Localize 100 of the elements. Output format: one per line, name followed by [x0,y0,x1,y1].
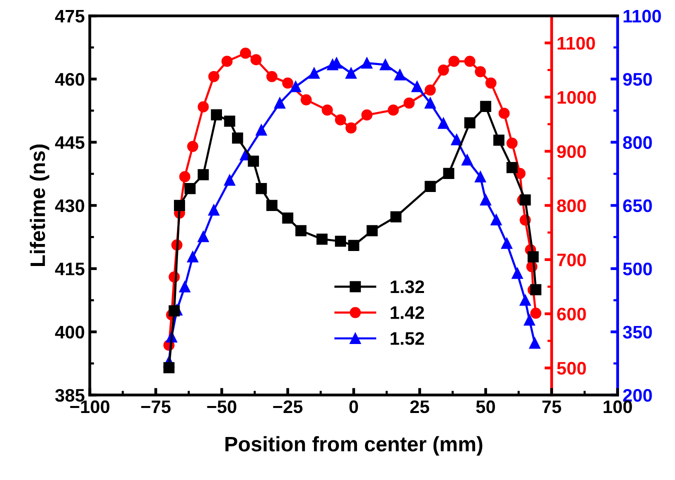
point [282,77,294,89]
point [380,59,391,70]
point [474,66,486,78]
point [187,140,198,152]
y3-tick-label: 350 [622,326,652,339]
point [501,238,512,249]
point [464,56,476,67]
y2-tick-label: 500 [557,362,586,375]
point [424,180,436,192]
point [250,54,262,66]
y3-tick-label: 1100 [624,10,661,23]
point [187,251,198,262]
point [221,56,233,67]
point [424,84,436,96]
x-tick-label: −75 [141,400,171,414]
point [208,204,220,216]
y-axis-title: Lifetime (ns) [30,144,50,266]
point [198,231,209,242]
y-tick-label: 430 [55,199,84,212]
point [485,77,496,89]
point [248,156,259,167]
point [506,138,518,149]
point [198,169,209,180]
point [274,98,286,109]
y3-tick-label: 200 [623,388,652,402]
point [334,114,346,126]
point [208,70,220,82]
y2-tick-label: 1100 [558,36,595,50]
point [266,70,278,82]
point [493,134,504,146]
point [512,268,523,279]
point [490,214,502,226]
point [528,251,539,262]
point [316,234,328,245]
x-tick-label: 50 [476,400,495,414]
point [198,101,209,112]
point [411,81,423,92]
y3-tick-label: 500 [623,262,652,276]
point [174,200,186,211]
point [498,108,510,119]
point [529,338,540,349]
point [480,194,492,206]
point [210,109,222,120]
point [361,109,372,121]
point [443,168,454,179]
legend-label: 1.52 [390,332,424,345]
point [334,236,346,247]
x-tick-label: 100 [604,400,632,414]
point [474,171,486,182]
point [524,314,536,326]
point [232,132,244,144]
x-tick-label: −25 [273,400,303,414]
point [424,98,436,109]
x-tick-label: 25 [410,400,430,414]
point [282,212,294,224]
y2-tick-label: 900 [557,145,586,158]
point [163,362,175,374]
point [394,69,406,80]
point [256,183,267,194]
y2-tick-label: 1000 [558,91,596,104]
y-tick-label: 400 [55,326,84,339]
point [346,68,357,79]
y2-tick-label: 800 [557,199,586,212]
point [390,211,402,222]
point [240,48,252,59]
point [451,134,462,146]
legend-label: 1.42 [390,306,424,319]
point [308,68,320,79]
y3-tick-label: 800 [623,136,652,149]
point [348,240,360,252]
point [530,308,542,319]
y-tick-label: 385 [55,388,84,402]
point [480,100,492,112]
point [346,122,357,134]
y-tick-label: 475 [55,10,84,23]
point [438,118,449,129]
point [295,225,306,236]
point [300,94,312,106]
y-tick-label: 415 [55,262,84,276]
point [322,104,333,116]
legend-label: 1.32 [390,280,424,294]
point [179,171,190,182]
point [290,81,302,92]
y3-tick-label: 650 [623,199,652,212]
point [438,64,449,76]
point [530,284,542,296]
point [520,194,531,206]
point [366,225,378,236]
y-tick-label: 460 [55,72,84,86]
x-tick-label: 0 [349,400,358,414]
x-tick-label: −50 [207,400,236,414]
point [266,200,278,211]
x-axis-title: Position from center (mm) [225,436,482,456]
point [224,174,236,186]
point [506,162,518,174]
point [520,294,531,306]
y3-tick-label: 950 [623,72,652,86]
point [361,57,372,69]
y-tick-label: 445 [55,136,84,149]
x-tick-label: −100 [70,400,110,414]
